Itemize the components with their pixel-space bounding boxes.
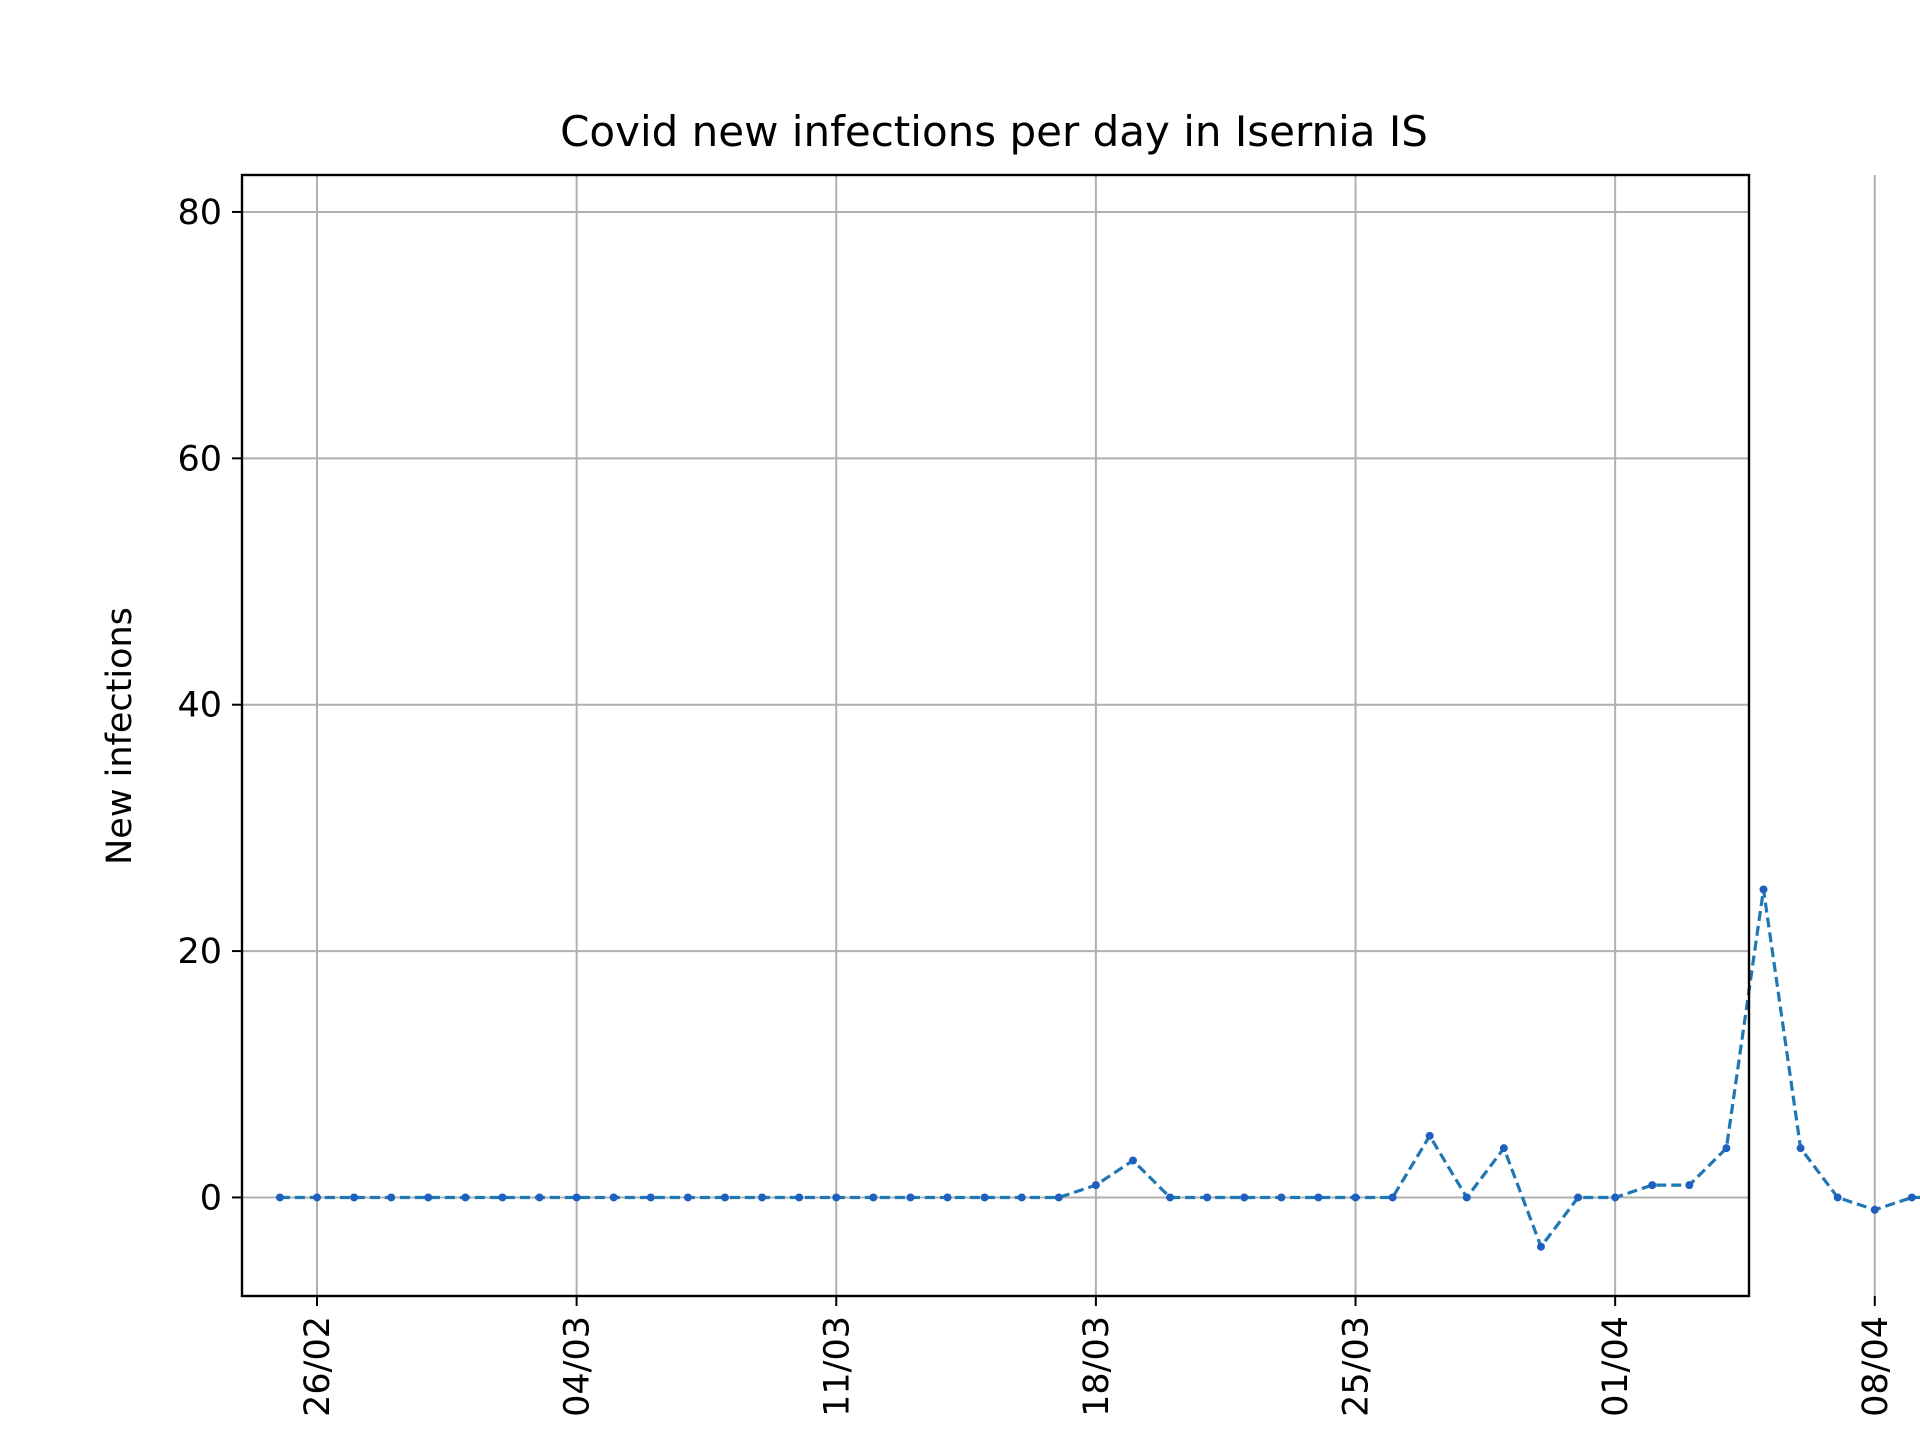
data-point — [424, 1193, 433, 1202]
x-tick-label: 08/04 — [1856, 1316, 1896, 1417]
data-point — [1648, 1181, 1657, 1190]
data-point — [906, 1193, 915, 1202]
y-axis: 0 20 40 60 80 — [177, 193, 242, 1218]
data-point — [535, 1193, 544, 1202]
data-point — [1203, 1193, 1212, 1202]
data-point — [387, 1193, 396, 1202]
y-tick-label: 40 — [177, 686, 222, 726]
chart-title: Covid new infections per day in Isernia … — [560, 107, 1428, 156]
data-point — [1388, 1193, 1397, 1202]
x-tick-label: 18/03 — [1077, 1316, 1117, 1417]
data-point — [720, 1193, 729, 1202]
data-point — [1796, 1144, 1805, 1153]
data-point — [572, 1193, 581, 1202]
data-point — [1017, 1193, 1026, 1202]
y-tick-label: 0 — [200, 1178, 222, 1218]
data-point — [1054, 1193, 1063, 1202]
data-point — [1128, 1156, 1137, 1165]
y-axis-label: New infections — [100, 607, 140, 865]
data-point — [1499, 1144, 1508, 1153]
data-point — [1536, 1242, 1545, 1251]
data-point — [1833, 1193, 1842, 1202]
data-point — [1425, 1131, 1434, 1140]
y-tick-label: 20 — [177, 932, 222, 972]
data-point — [498, 1193, 507, 1202]
data-point — [832, 1193, 841, 1202]
data-point — [758, 1193, 767, 1202]
data-point — [1091, 1181, 1100, 1190]
x-tick-label: 01/04 — [1596, 1316, 1636, 1417]
y-tick-label: 60 — [177, 439, 222, 479]
data-point — [350, 1193, 359, 1202]
x-tick-label: 04/03 — [558, 1316, 598, 1417]
data-point — [795, 1193, 804, 1202]
data-point — [1907, 1193, 1916, 1202]
x-tick-label: 26/02 — [298, 1316, 338, 1417]
data-point — [1611, 1193, 1620, 1202]
data-point — [1314, 1193, 1323, 1202]
plot-frame — [240, 173, 1751, 1298]
data-point — [869, 1193, 878, 1202]
x-tick-label: 11/03 — [817, 1316, 857, 1417]
data-point — [980, 1193, 989, 1202]
plot-area — [240, 173, 1920, 1298]
data-point — [943, 1193, 952, 1202]
series-points — [275, 885, 1916, 1251]
data-point — [1685, 1181, 1694, 1190]
data-point — [683, 1193, 692, 1202]
data-point — [461, 1193, 470, 1202]
data-point — [313, 1193, 321, 1202]
x-axis: 26/0204/0311/0318/0325/0301/0408/0415/04… — [298, 1296, 1896, 1417]
data-point — [1759, 885, 1768, 894]
data-point — [275, 1193, 284, 1202]
data-point — [1870, 1205, 1879, 1214]
x-tick-label: 25/03 — [1337, 1316, 1377, 1417]
x-gridlines — [316, 175, 1876, 1296]
data-point — [1462, 1193, 1471, 1202]
data-point — [1722, 1144, 1731, 1153]
y-tick-label: 80 — [177, 193, 222, 233]
data-point — [1240, 1193, 1249, 1202]
data-point — [1574, 1193, 1583, 1202]
data-point — [1351, 1193, 1360, 1202]
series-line — [279, 889, 1920, 1250]
y-gridlines — [242, 210, 1749, 1199]
data-point — [646, 1193, 655, 1202]
data-point — [1166, 1193, 1175, 1202]
data-point — [609, 1193, 618, 1202]
data-point — [1277, 1193, 1286, 1202]
